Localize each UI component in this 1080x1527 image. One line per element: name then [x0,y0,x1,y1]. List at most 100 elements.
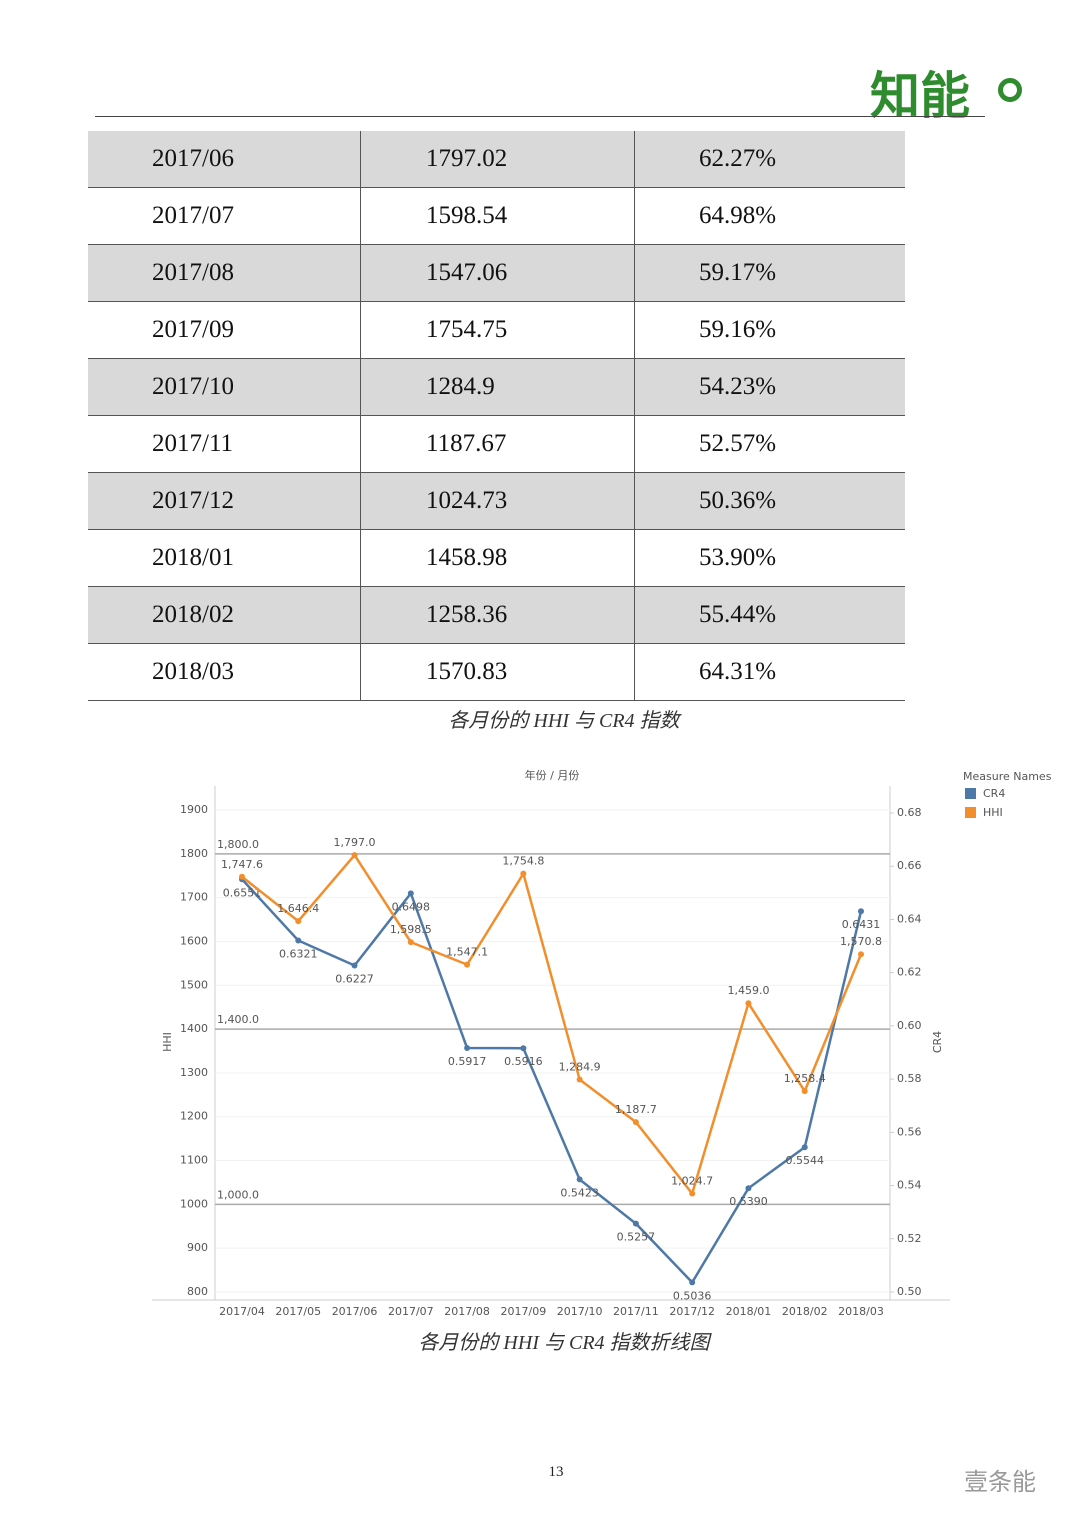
table-cell: 1754.75 [360,301,635,359]
data-label: 0.5544 [785,1154,824,1167]
table-cell: 1284.9 [360,358,635,416]
table-cell: 1797.02 [360,131,635,188]
y-tick-label: 1800 [180,847,208,860]
series-line [241,853,863,1197]
table-row: 2018/03 1570.83 64.31% [88,643,905,701]
legend-label: HHI [983,806,1003,819]
data-label: 0.5257 [617,1231,656,1244]
logo-dot [998,78,1022,102]
data-point [239,873,245,880]
data-point [351,852,358,859]
y-tick-label: 1100 [180,1154,208,1167]
y-tick-label: 1500 [180,978,208,991]
y-tick-label: 800 [187,1285,208,1298]
table-cell: 1187.67 [360,415,635,473]
y2-tick-label: 0.62 [897,966,922,979]
y-axis-label: HHI [161,1032,174,1052]
data-label: 1,646.4 [277,902,319,915]
x-tick-label: 2018/01 [726,1305,772,1318]
data-point [520,870,527,877]
y-tick-label: 900 [187,1241,208,1254]
x-tick-label: 2017/12 [669,1305,715,1318]
table-row: 2018/01 1458.98 53.90% [88,529,905,587]
table-cell: 1598.54 [360,187,635,245]
data-point [464,1044,471,1051]
data-label: 0.5916 [504,1055,543,1068]
y2-tick-label: 0.58 [897,1072,922,1085]
data-label: 1,754.8 [502,855,544,868]
data-label: 0.6321 [279,947,318,960]
data-point [745,1000,752,1007]
x-tick-label: 2017/04 [219,1305,265,1318]
y-tick-label: 1700 [180,891,208,904]
chart: 年份 / 月份 HHI CR4 Measure Names 800 900 1000… [152,768,1052,1318]
legend-label: CR4 [983,787,1005,800]
table-row: 2017/11 1187.67 52.57% [88,415,905,473]
y2-tick-label: 0.56 [897,1125,922,1138]
data-point [689,1279,696,1286]
y2-tick-label: 0.68 [897,806,922,819]
data-label: 0.6227 [335,972,374,985]
data-label: 1,024.7 [671,1175,713,1188]
data-point [801,1088,808,1095]
x-tick-label: 2018/02 [782,1305,828,1318]
table-caption: 各月份的 HHI 与 CR4 指数 [448,710,680,732]
table-cell: 2017/07 [88,187,361,245]
x-tick-label: 2017/08 [444,1305,490,1318]
data-label: 1,598.5 [390,923,432,936]
y-tick-label: 1000 [180,1197,208,1210]
x-tick-label: 2017/11 [613,1305,659,1318]
y2-tick-label: 0.64 [897,912,922,925]
table-cell: 2018/03 [88,643,361,701]
x-tick-label: 2017/09 [501,1305,547,1318]
table-row: 2017/08 1547.06 59.17% [88,244,905,302]
data-label: 1,459.0 [727,984,769,997]
data-label: 0.5036 [673,1289,712,1302]
legend-swatch [965,788,976,799]
table-cell: 59.17% [634,244,905,302]
data-label: 0.5390 [729,1195,768,1208]
table-cell: 2017/10 [88,358,361,416]
series-line [241,878,863,1285]
data-label: 1,258.4 [784,1072,826,1085]
data-point [632,1220,639,1227]
data-label: 1,797.0 [334,836,376,849]
table-row: 2017/07 1598.54 64.98% [88,187,905,245]
table-cell: 54.23% [634,358,905,416]
y2-tick-label: 0.66 [897,859,922,872]
data-label: 0.5423 [560,1186,599,1199]
reference-label: 1,800.0 [217,838,259,851]
y2-tick-label: 0.50 [897,1285,922,1298]
data-label: 0.6498 [392,900,431,913]
data-label: 0.6431 [842,918,881,931]
data-label: 1,570.8 [840,935,882,948]
reference-label: 1,000.0 [217,1188,259,1201]
x-tick-label: 2017/10 [557,1305,603,1318]
table-row: 2018/02 1258.36 55.44% [88,586,905,644]
table-cell: 64.31% [634,643,905,701]
data-label: 1,284.9 [559,1061,601,1074]
data-point [801,1144,808,1151]
table-row: 2017/09 1754.75 59.16% [88,301,905,359]
table-cell: 1570.83 [360,643,635,701]
x-tick-label: 2017/07 [388,1305,434,1318]
data-table: 2017/06 1797.02 62.27% 2017/07 1598.54 64.98%… [88,131,905,701]
x-tick-label: 2017/05 [275,1305,321,1318]
y-tick-label: 1600 [180,934,208,947]
table-cell: 50.36% [634,472,905,530]
x-tick-label: 2018/03 [838,1305,884,1318]
y-tick-label: 1400 [180,1022,208,1035]
data-label: 1,187.7 [615,1103,657,1116]
data-point [689,1190,696,1197]
table-cell: 1024.73 [360,472,635,530]
data-point [576,1176,583,1183]
table-row: 2017/12 1024.73 50.36% [88,472,905,530]
table-row: 2017/10 1284.9 54.23% [88,358,905,416]
data-label: 0.6551 [223,886,262,899]
table-cell: 2017/12 [88,472,361,530]
table-cell: 64.98% [634,187,905,245]
table-cell: 52.57% [634,415,905,473]
data-label: 1,747.6 [221,858,263,871]
table-cell: 1258.36 [360,586,635,644]
